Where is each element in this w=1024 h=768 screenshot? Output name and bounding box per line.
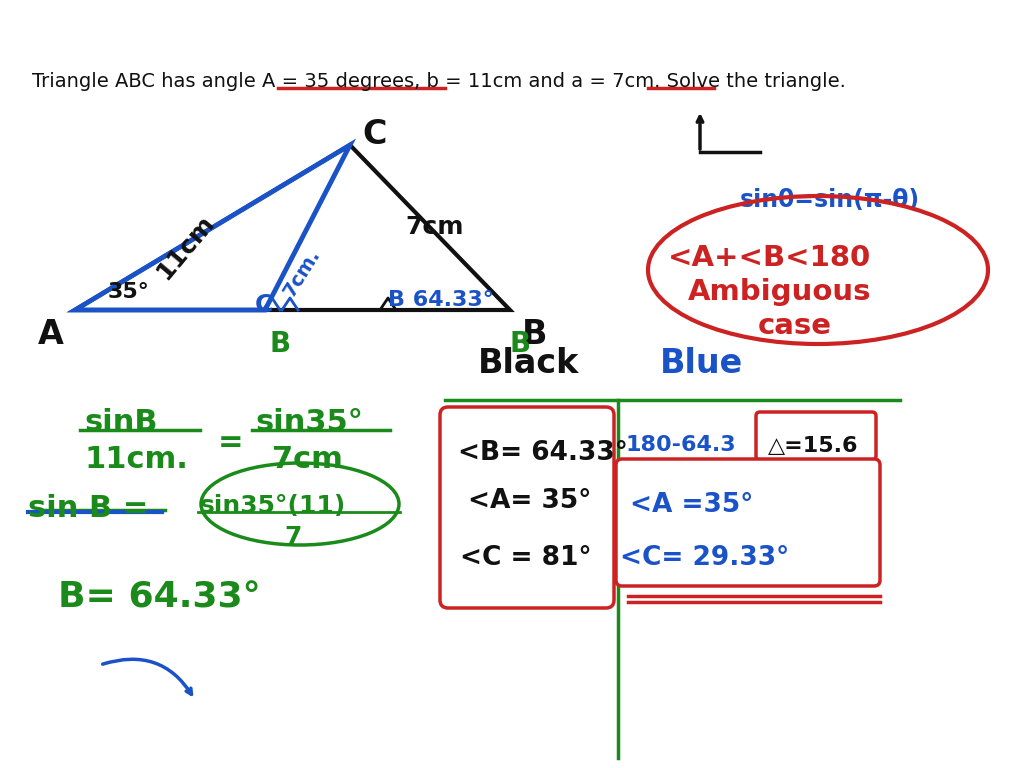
- Text: B 64.33°: B 64.33°: [388, 290, 494, 310]
- Text: 180-64.3: 180-64.3: [626, 435, 736, 455]
- Text: Blue: Blue: [660, 347, 743, 380]
- Text: 7cm: 7cm: [272, 445, 343, 474]
- Text: 7cm: 7cm: [406, 215, 464, 239]
- Text: 7: 7: [284, 525, 301, 549]
- Text: <C = 81°: <C = 81°: [460, 545, 592, 571]
- Text: sin35°: sin35°: [255, 408, 362, 437]
- Text: 11cm: 11cm: [152, 210, 219, 283]
- Text: sinθ=sin(π-θ): sinθ=sin(π-θ): [740, 188, 921, 212]
- Text: 7cm.: 7cm.: [280, 245, 324, 300]
- Text: <A =35°: <A =35°: [630, 492, 754, 518]
- Text: sinB: sinB: [84, 408, 158, 437]
- FancyBboxPatch shape: [440, 407, 614, 608]
- Text: 11cm.: 11cm.: [84, 445, 187, 474]
- Text: sin35°(11): sin35°(11): [200, 494, 346, 518]
- Text: C: C: [255, 293, 273, 317]
- Text: sin B =: sin B =: [28, 494, 148, 523]
- Text: A: A: [38, 318, 63, 351]
- FancyBboxPatch shape: [616, 459, 880, 586]
- Text: <A+<B<180: <A+<B<180: [668, 244, 871, 272]
- Text: C: C: [362, 118, 386, 151]
- Text: =: =: [218, 428, 244, 457]
- Text: B: B: [270, 330, 291, 358]
- Text: Black: Black: [478, 347, 580, 380]
- Text: △=15.6: △=15.6: [768, 436, 858, 456]
- Text: B: B: [522, 318, 548, 351]
- Text: 35°: 35°: [108, 282, 150, 302]
- FancyBboxPatch shape: [756, 412, 876, 460]
- Text: B: B: [510, 330, 531, 358]
- Text: Triangle ABC has angle A = 35 degrees, b = 11cm and a = 7cm. Solve the triangle.: Triangle ABC has angle A = 35 degrees, b…: [32, 72, 846, 91]
- Text: <C= 29.33°: <C= 29.33°: [620, 545, 790, 571]
- Text: case: case: [758, 312, 831, 340]
- Text: Ambiguous: Ambiguous: [688, 278, 871, 306]
- Text: <A= 35°: <A= 35°: [468, 488, 592, 514]
- Text: <B= 64.33°: <B= 64.33°: [458, 440, 628, 466]
- Text: B= 64.33°: B= 64.33°: [58, 580, 261, 614]
